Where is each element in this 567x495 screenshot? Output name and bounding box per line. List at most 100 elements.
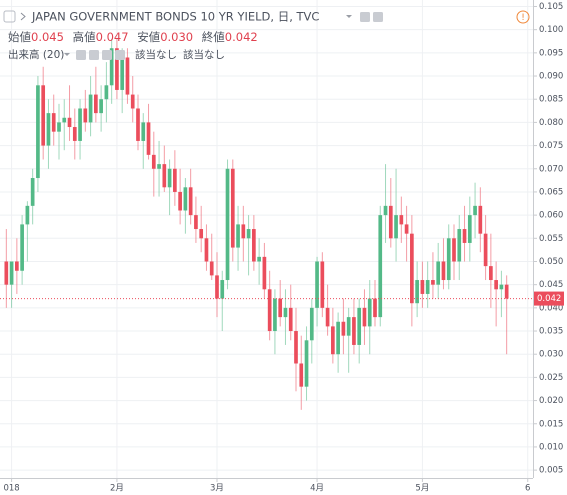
candle-body xyxy=(431,280,435,285)
ohlc: 始値0.045 高値0.047 安値0.030 終値0.042 xyxy=(8,30,258,44)
alert-icon[interactable] xyxy=(516,10,530,24)
y-tick-label: 0.075 xyxy=(539,141,563,151)
candle-body xyxy=(30,178,35,206)
volume-value: 該当なし xyxy=(135,48,177,61)
icon[interactable] xyxy=(20,12,26,21)
candle-body xyxy=(483,233,488,267)
ohlc-value: 0.042 xyxy=(225,30,258,44)
candle-body xyxy=(125,57,130,95)
y-tick-label: 0.105 xyxy=(539,2,563,12)
candle-body xyxy=(41,85,46,146)
candle-body xyxy=(462,229,467,243)
candle-body xyxy=(20,224,24,271)
icon[interactable] xyxy=(115,50,125,60)
symbol-title: JAPAN GOVERNMENT BONDS 10 YR YIELD, 日, T… xyxy=(31,10,319,24)
candle-body xyxy=(489,266,493,281)
candle-body xyxy=(136,108,140,141)
candle-body xyxy=(46,113,51,146)
y-tick-label: 0.005 xyxy=(539,466,563,476)
y-tick-label: 0.090 xyxy=(539,72,563,82)
y-tick-label: 0.080 xyxy=(539,118,563,128)
dropdown[interactable] xyxy=(64,53,70,56)
candle-body xyxy=(146,122,151,155)
candle-body xyxy=(157,164,161,169)
y-tick-label: 0.070 xyxy=(539,164,563,174)
y-tick-label: 0.050 xyxy=(539,257,563,267)
y-tick-label: 0.015 xyxy=(539,419,563,429)
candle-body xyxy=(4,261,9,285)
candle-body xyxy=(457,229,462,262)
candle-body xyxy=(478,205,483,234)
candle-body xyxy=(420,280,425,294)
candle-body xyxy=(109,48,114,86)
ohlc-label: 始値 xyxy=(8,30,31,44)
y-tick-label: 0.100 xyxy=(539,25,563,35)
candle-body xyxy=(341,321,346,336)
candle-body xyxy=(467,215,472,243)
candle-body xyxy=(173,168,177,192)
candle-body xyxy=(373,298,377,318)
y-tick-label: 0.045 xyxy=(539,280,563,290)
candle-body xyxy=(257,256,261,262)
candle-body xyxy=(283,307,288,318)
candle-body xyxy=(362,307,367,327)
candle-body xyxy=(394,215,398,239)
candle-body xyxy=(452,238,456,262)
candle-body xyxy=(267,289,272,332)
y-tick-label: 0.065 xyxy=(539,187,563,197)
icon[interactable] xyxy=(3,10,16,23)
candle-body xyxy=(120,57,125,90)
candle-body xyxy=(352,317,356,345)
candle-body xyxy=(230,168,235,248)
last-price-box xyxy=(534,291,564,306)
grid xyxy=(0,0,533,478)
candle-body xyxy=(94,94,98,114)
candle-body xyxy=(99,99,103,114)
candle-body xyxy=(62,117,67,123)
candle-body xyxy=(162,164,167,188)
last-price-label: 0.042 xyxy=(537,294,561,304)
candle-body xyxy=(15,261,19,271)
icon[interactable] xyxy=(76,50,86,60)
candle-body xyxy=(188,187,193,216)
candle-body xyxy=(325,307,330,327)
candle-body xyxy=(494,280,498,290)
candle-body xyxy=(320,261,325,308)
x-tick-label: 018 xyxy=(3,484,19,494)
x-tick-label: 3月 xyxy=(210,484,224,494)
ohlc-label: 終値 xyxy=(202,30,225,44)
candle-body xyxy=(315,261,319,308)
candle-body xyxy=(309,307,314,341)
candle-body xyxy=(499,284,504,290)
candle-body xyxy=(336,321,340,355)
candle-body xyxy=(304,340,309,387)
x-tick-label: 2月 xyxy=(110,484,124,494)
candle-body xyxy=(78,108,82,141)
candle-body xyxy=(115,48,119,90)
candle-body xyxy=(204,238,209,262)
ohlc-value: 0.030 xyxy=(160,30,193,44)
candle-body xyxy=(273,298,277,332)
candle-body xyxy=(404,224,409,234)
candle-body xyxy=(151,154,156,169)
candle-body xyxy=(346,317,351,336)
icon[interactable] xyxy=(89,50,99,60)
ohlc-value: 0.047 xyxy=(96,30,129,44)
candle-body xyxy=(241,224,246,239)
candle-body xyxy=(225,168,230,281)
candle-body xyxy=(357,307,362,345)
icon[interactable] xyxy=(373,12,383,22)
y-tick-label: 0.095 xyxy=(539,48,563,58)
y-tick-label: 0.010 xyxy=(539,442,563,452)
candle-body xyxy=(383,205,388,216)
candle-body xyxy=(220,280,225,299)
candle-body xyxy=(446,238,451,281)
candle-body xyxy=(25,205,30,225)
candle-body xyxy=(399,215,404,225)
icon[interactable] xyxy=(102,50,112,60)
dropdown[interactable] xyxy=(346,15,352,18)
candle-body xyxy=(246,229,251,239)
candle-body xyxy=(130,94,135,109)
y-tick-label: 0.035 xyxy=(539,327,563,337)
icon[interactable] xyxy=(360,12,370,22)
